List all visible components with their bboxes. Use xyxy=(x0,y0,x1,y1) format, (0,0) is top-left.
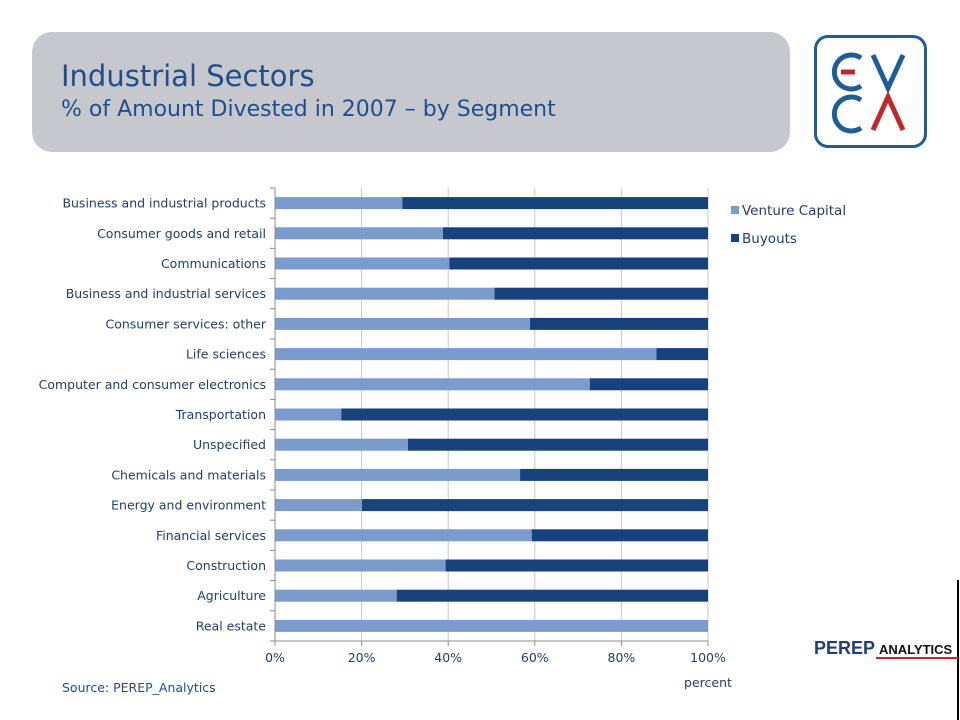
x-axis-label: percent xyxy=(684,675,732,690)
category-label: Agriculture xyxy=(197,588,266,603)
category-label: Real estate xyxy=(196,618,267,633)
bar-venture-capital xyxy=(275,408,342,421)
title-panel: Industrial Sectors % of Amount Divested … xyxy=(32,32,790,152)
bar-venture-capital xyxy=(275,378,590,391)
category-label: Business and industrial services xyxy=(66,286,266,301)
category-label: Unspecified xyxy=(193,437,266,452)
x-tick-label: 20% xyxy=(348,650,376,665)
x-tick-label: 0% xyxy=(265,650,285,665)
bar-venture-capital xyxy=(275,619,708,632)
bar-venture-capital xyxy=(275,227,444,240)
page-subtitle: % of Amount Divested in 2007 – by Segmen… xyxy=(61,97,556,122)
bar-buyouts xyxy=(443,227,708,240)
category-label: Computer and consumer electronics xyxy=(39,377,266,392)
bar-buyouts xyxy=(494,287,708,300)
bar-venture-capital xyxy=(275,438,408,451)
evca-logo xyxy=(814,35,927,148)
bar-buyouts xyxy=(520,468,708,481)
bar-buyouts xyxy=(396,589,708,602)
bar-venture-capital xyxy=(275,468,521,481)
bar-buyouts xyxy=(589,378,708,391)
bar-venture-capital xyxy=(275,499,363,512)
bar-buyouts xyxy=(407,438,708,451)
bar-buyouts xyxy=(402,197,708,210)
perep-logo-underline xyxy=(876,657,958,659)
bar-venture-capital xyxy=(275,529,532,542)
legend-label-venture-capital: Venture Capital xyxy=(742,203,846,219)
bar-venture-capital xyxy=(275,348,657,361)
category-label: Energy and environment xyxy=(111,498,266,513)
bar-venture-capital xyxy=(275,559,446,572)
bar-buyouts xyxy=(445,559,708,572)
category-label: Business and industrial products xyxy=(62,196,266,211)
x-tick-label: 100% xyxy=(690,650,726,665)
category-label: Transportation xyxy=(175,407,266,422)
legend-swatch-buyouts xyxy=(731,234,739,242)
perep-logo-word: PEREP xyxy=(814,638,876,658)
bar-venture-capital xyxy=(275,317,531,330)
x-tick-label: 40% xyxy=(434,650,462,665)
bar-venture-capital xyxy=(275,287,495,300)
category-label: Life sciences xyxy=(186,347,266,362)
bar-venture-capital xyxy=(275,257,450,270)
legend-label-buyouts: Buyouts xyxy=(742,231,797,247)
right-edge-rule xyxy=(957,580,959,720)
bar-buyouts xyxy=(341,408,708,421)
bar-buyouts xyxy=(656,348,708,361)
source-note: Source: PEREP_Analytics xyxy=(62,680,216,695)
legend-swatch-venture-capital xyxy=(731,206,739,214)
perep-logo-analytics: ANALYTICS xyxy=(879,642,953,657)
category-label: Communications xyxy=(161,256,266,271)
category-label: Consumer services: other xyxy=(106,316,267,331)
bar-venture-capital xyxy=(275,589,397,602)
perep-analytics-logo: PEREP ANALYTICS xyxy=(814,638,952,659)
bar-venture-capital xyxy=(275,197,403,210)
x-tick-label: 60% xyxy=(521,650,549,665)
category-label: Financial services xyxy=(156,528,266,543)
page-title: Industrial Sectors xyxy=(61,59,315,93)
bar-buyouts xyxy=(530,317,708,330)
category-label: Chemicals and materials xyxy=(111,467,266,482)
bar-buyouts xyxy=(531,529,708,542)
bar-buyouts xyxy=(362,499,708,512)
category-label: Construction xyxy=(186,558,266,573)
category-label: Consumer goods and retail xyxy=(97,226,266,241)
x-tick-label: 80% xyxy=(608,650,636,665)
bar-buyouts xyxy=(449,257,708,270)
